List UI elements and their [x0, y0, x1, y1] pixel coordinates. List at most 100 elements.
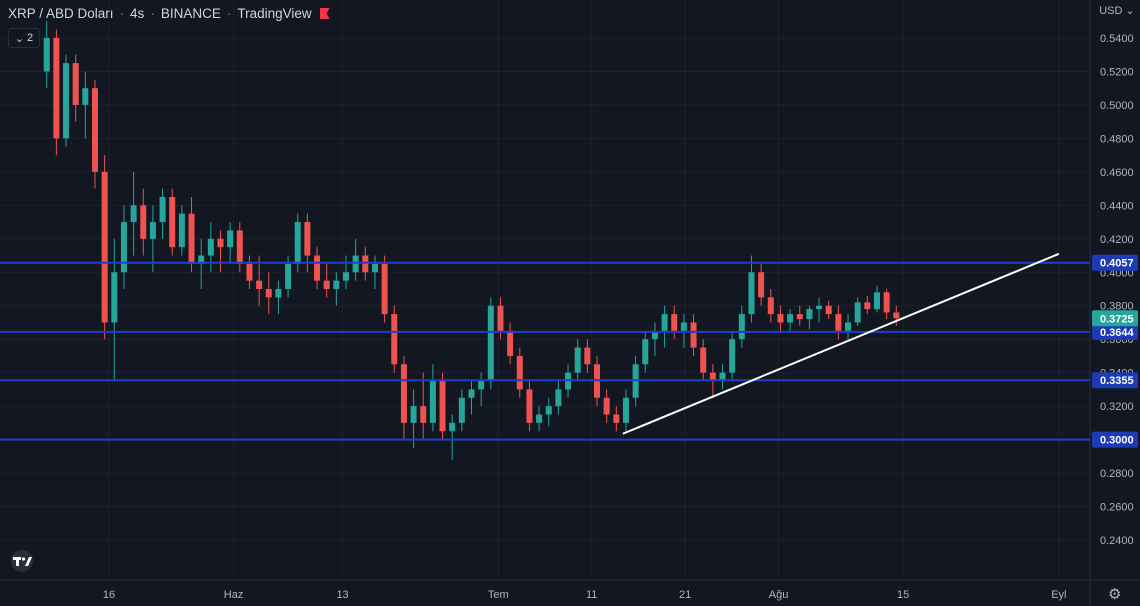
time-tick-label: 16 [103, 589, 115, 601]
candle-body [178, 213, 185, 248]
candle-body [777, 314, 784, 323]
flag-icon[interactable] [319, 8, 330, 19]
candle-body [873, 292, 880, 310]
candle-body [574, 347, 581, 373]
level-label: 0.4057 [1100, 258, 1134, 270]
candle-body [72, 63, 79, 105]
indicator-collapse-button[interactable]: ⌄ 2 [8, 28, 40, 48]
last-price-label: 0.3725 [1100, 313, 1134, 325]
candle-body [449, 422, 456, 432]
candle-body [246, 263, 253, 281]
tradingview-logo[interactable] [8, 550, 36, 572]
price-tick-label: 0.2600 [1100, 502, 1134, 514]
chevron-down-icon: ⌄ [14, 32, 25, 45]
candle-body [159, 196, 166, 223]
interval-label[interactable]: 4s [130, 6, 145, 21]
candle-body [507, 330, 514, 356]
candle-body [487, 305, 494, 382]
candle-body [333, 280, 340, 289]
source-label: TradingView [237, 6, 312, 21]
last-price-box [1092, 310, 1138, 327]
level-label: 0.3644 [1100, 327, 1135, 339]
candle-body [516, 355, 523, 390]
candle-body [265, 289, 272, 298]
candle-body [275, 289, 282, 298]
level-label-box [1092, 323, 1138, 340]
candle-body [671, 314, 678, 331]
candle-body [111, 272, 118, 323]
candle-body [835, 314, 842, 331]
candle-body [169, 196, 176, 248]
symbol-name[interactable]: XRP / ABD Doları [8, 6, 114, 21]
candle-body [709, 372, 716, 382]
candle-body [410, 406, 417, 423]
candle-body [845, 322, 852, 331]
candle-body [661, 314, 668, 331]
candle-body [603, 397, 610, 415]
time-tick-label: 13 [336, 589, 348, 601]
time-tick-label: 15 [897, 589, 909, 601]
candle-body [613, 414, 620, 423]
candle-body [236, 230, 243, 264]
level-label: 0.3355 [1100, 375, 1134, 387]
candle-body [458, 397, 465, 423]
time-tick-label: 11 [586, 589, 597, 601]
level-label-box [1092, 431, 1138, 448]
candle-body [227, 230, 234, 248]
candle-body [893, 312, 900, 319]
price-tick-label: 0.4800 [1100, 133, 1134, 145]
candle-body [497, 305, 504, 331]
candle-body [526, 389, 533, 423]
candle-body [439, 381, 446, 432]
price-tick-label: 0.5200 [1100, 66, 1134, 78]
candle-body [82, 88, 89, 105]
candle-body [362, 255, 369, 273]
horizontal-levels [0, 261, 1090, 441]
candle-body [796, 314, 803, 320]
candle-body [719, 372, 726, 382]
price-tick-label: 0.5400 [1100, 33, 1134, 45]
candle-body [825, 305, 832, 315]
candle-body [381, 263, 388, 315]
candle-body [371, 263, 378, 273]
candle-body [53, 38, 60, 139]
candle-body [101, 171, 108, 323]
candle-body [478, 381, 485, 390]
candle-body [767, 297, 774, 315]
chart-grid [0, 0, 1090, 580]
time-tick-label: Ağu [769, 589, 789, 601]
candle-body [91, 88, 98, 172]
candle-body [816, 305, 823, 310]
price-tick-label: 0.2800 [1100, 468, 1134, 480]
candle-body [555, 389, 562, 407]
candle-body [352, 255, 359, 273]
candle-body [140, 205, 147, 239]
chart-header: XRP / ABD Doları · 4s · BINANCE · Tradin… [8, 6, 330, 21]
candle-body [429, 381, 436, 423]
price-tick-label: 0.4200 [1100, 234, 1134, 246]
candle-body [787, 314, 794, 323]
level-label: 0.3000 [1100, 435, 1134, 447]
candle-body [883, 292, 890, 313]
candle-body [120, 222, 127, 273]
price-labels: 0.4057 0.3644 0.3355 0.3000 0.3725 [1092, 254, 1138, 448]
time-tick-label: 21 [679, 589, 691, 601]
trendline [622, 252, 1060, 435]
price-tick-label: 0.5000 [1100, 100, 1134, 112]
price-tick-label: 0.3200 [1100, 401, 1134, 413]
candle-body [584, 347, 591, 365]
gear-icon[interactable]: ⚙ [1108, 586, 1122, 603]
candle-body [391, 314, 398, 365]
price-tick-label: 0.4400 [1100, 200, 1134, 212]
candle-series [43, 21, 900, 460]
candle-body [758, 272, 765, 298]
candle-body [651, 330, 658, 340]
currency-label: USD [1099, 5, 1123, 17]
level-label-box [1092, 254, 1138, 271]
candle-body [806, 309, 813, 320]
candle-body [207, 238, 214, 256]
currency-selector[interactable]: USD ⌄ [1099, 5, 1135, 17]
candle-body [854, 302, 861, 323]
candle-body [130, 205, 137, 223]
